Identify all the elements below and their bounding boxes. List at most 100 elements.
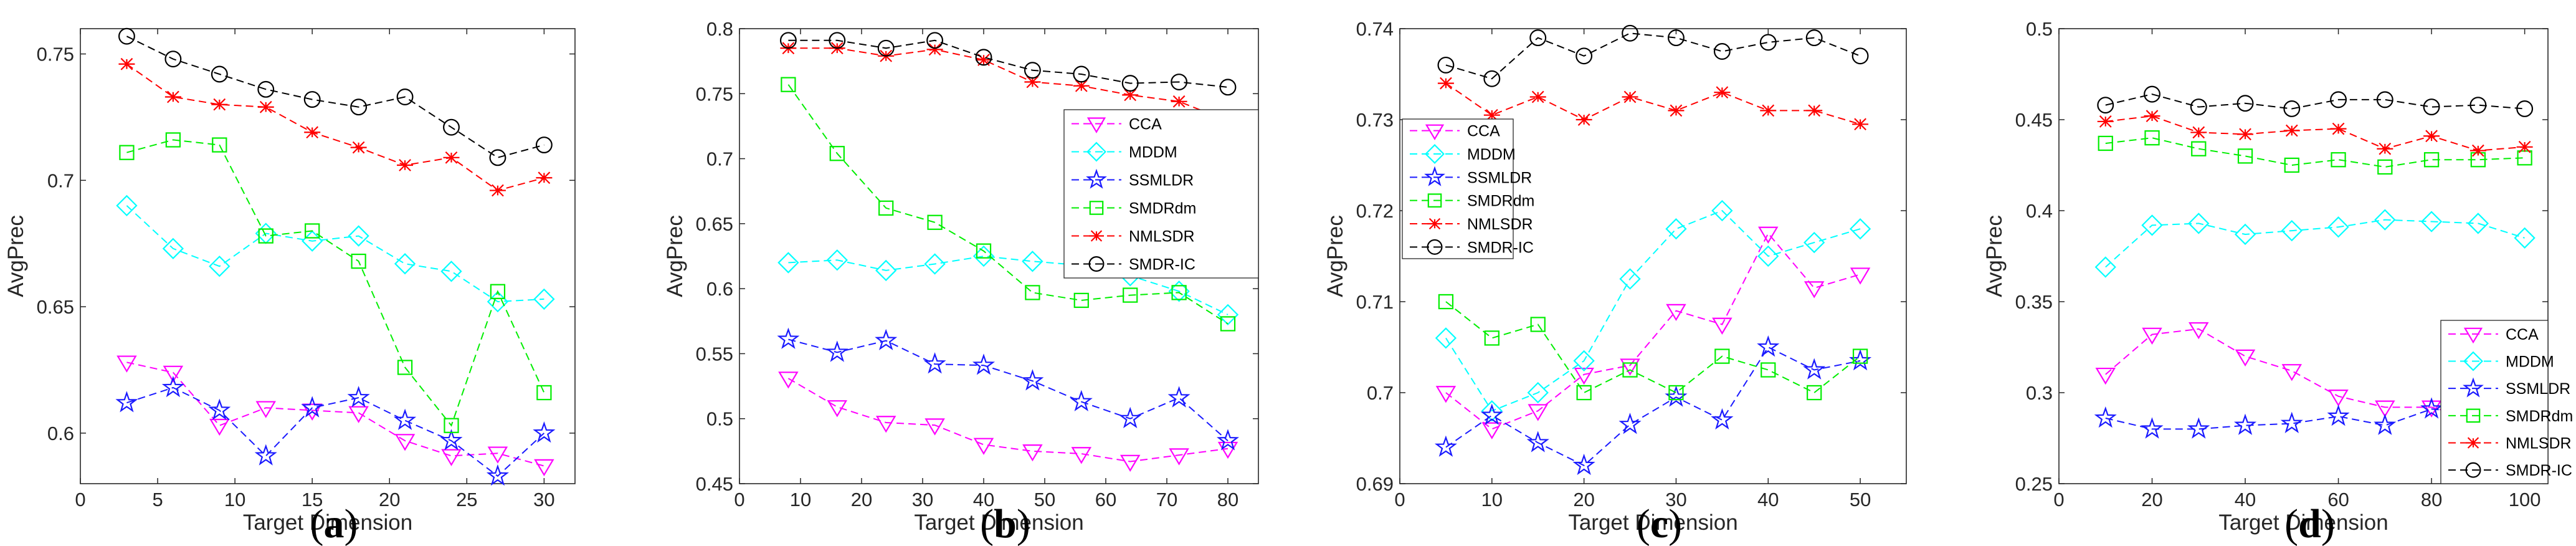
data-point — [394, 434, 416, 451]
data-point — [1849, 218, 1871, 240]
legend-marker — [2463, 351, 2483, 371]
data-point — [927, 214, 943, 230]
x-tick-label: 100 — [2509, 489, 2541, 510]
data-point — [1759, 34, 1777, 51]
y-tick-label: 0.8 — [706, 18, 733, 40]
data-point — [489, 149, 506, 166]
series-line-mddm — [126, 205, 544, 303]
data-point — [1530, 317, 1546, 332]
data-point — [1619, 268, 1641, 290]
data-point — [1123, 287, 1138, 303]
data-point — [1576, 113, 1592, 126]
legend-entry-ssmldr: SSMLDR — [1410, 166, 1532, 186]
data-point — [829, 32, 846, 49]
data-point — [2281, 364, 2303, 381]
legend-marker — [1089, 230, 1104, 242]
panel-d-legend: CCA MDDM SSMLDR SMDRdm NMLSDR SMDR-IC — [2440, 320, 2573, 484]
data-point — [257, 100, 274, 113]
data-point — [2516, 100, 2534, 117]
y-tick-label: 0.71 — [1356, 291, 1394, 313]
series-mddm — [2094, 209, 2536, 278]
series-cca — [116, 355, 554, 477]
series-nmlsdr — [2097, 110, 2533, 157]
series-line-cca — [787, 378, 1229, 462]
x-tick-label: 0 — [75, 489, 85, 510]
data-point — [1714, 348, 1730, 364]
legend-entry-mddm: MDDM — [1072, 141, 1177, 162]
x-tick-label: 30 — [533, 489, 554, 510]
data-point — [1071, 447, 1092, 464]
panel-c-legend: CCA MDDM SSMLDR SMDRdm NMLSDR SMDR-IC — [1402, 118, 1534, 259]
series-smdrdm — [1438, 294, 1868, 401]
data-point — [1073, 65, 1090, 83]
x-tick-label: 40 — [2235, 489, 2256, 510]
legend-marker — [1086, 168, 1107, 189]
legend-entry-cca: CCA — [2448, 326, 2539, 344]
data-point — [825, 340, 848, 362]
x-tick-label: 80 — [1217, 489, 1238, 510]
legend-label: CCA — [1129, 116, 1162, 133]
legend-marker — [1427, 218, 1442, 230]
data-point — [2094, 406, 2117, 428]
data-point — [1668, 385, 1684, 401]
data-point — [2469, 144, 2486, 157]
data-point — [2284, 157, 2299, 173]
data-point — [1167, 386, 1191, 408]
data-point — [976, 54, 992, 66]
data-point — [1021, 369, 1044, 391]
panel-label: (b) — [980, 501, 1030, 546]
legend-label: SMDR-IC — [1467, 239, 1534, 256]
data-point — [1073, 79, 1090, 92]
data-point — [1576, 385, 1592, 401]
legend-label: NMLSDR — [1467, 216, 1533, 233]
data-point — [1171, 285, 1187, 300]
data-point — [443, 151, 460, 164]
y-axis-label: AvgPrec — [4, 215, 28, 297]
y-tick-label: 0.45 — [696, 473, 733, 495]
data-point — [1804, 281, 1825, 299]
legend-label: SMDRdm — [2506, 408, 2573, 425]
x-tick-label: 30 — [1665, 489, 1686, 510]
y-axis-label: AvgPrec — [1323, 215, 1347, 297]
data-point — [1713, 43, 1731, 60]
x-tick-label: 80 — [2421, 489, 2442, 510]
panel-a: 0 5 10 15 20 25 30 0.6 0.65 0.7 0.75 Target Dimensi… — [4, 27, 576, 546]
series-line-nmlsdr — [788, 47, 1229, 122]
series-mddm — [1435, 199, 1871, 422]
panel-label-letter: a — [324, 501, 345, 546]
panel-label: (d) — [2284, 501, 2335, 546]
data-point — [1481, 400, 1503, 422]
data-point — [490, 284, 506, 299]
data-point — [2234, 223, 2256, 246]
data-point — [878, 200, 894, 216]
data-point — [397, 159, 414, 171]
data-point — [2420, 397, 2443, 419]
data-point — [2190, 126, 2207, 139]
data-point — [2189, 322, 2209, 340]
data-point — [2330, 122, 2347, 135]
data-point — [2469, 97, 2487, 114]
data-point — [2094, 256, 2116, 278]
data-point — [1665, 218, 1687, 240]
legend-label: SSMLDR — [2506, 380, 2570, 398]
panel-c: 0 10 20 30 40 50 0.69 0.7 0.71 0.72 0.73 0.74 Target… — [1323, 18, 1907, 546]
data-point — [489, 184, 506, 197]
data-point — [1666, 304, 1686, 322]
series-smdr-ic — [1437, 24, 1869, 87]
data-point — [118, 27, 135, 45]
data-point — [1529, 90, 1546, 103]
legend-entry-mddm: MDDM — [2448, 351, 2554, 371]
legend-marker — [1427, 193, 1442, 208]
data-point — [826, 249, 848, 271]
data-point — [164, 50, 182, 68]
data-point — [2141, 214, 2163, 236]
x-tick-label: 20 — [1573, 489, 1594, 510]
data-point — [1437, 77, 1454, 90]
data-point — [161, 375, 184, 398]
x-axis-label: Target Dimension — [1568, 510, 1737, 535]
data-point — [781, 77, 796, 92]
legend-label: SSMLDR — [1467, 169, 1532, 186]
data-point — [2420, 211, 2443, 232]
data-point — [2280, 411, 2303, 434]
data-point — [303, 91, 321, 108]
